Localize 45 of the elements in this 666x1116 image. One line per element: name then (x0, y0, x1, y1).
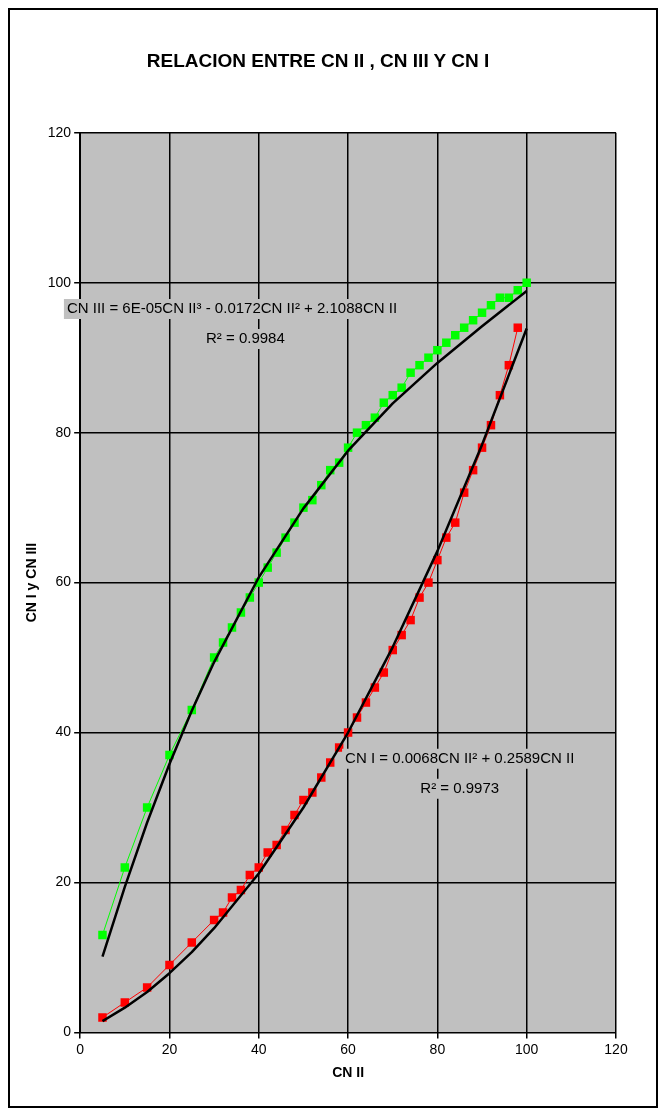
point (415, 360, 424, 370)
x-tick-label: 20 (161, 1040, 178, 1057)
x-tick-label: 100 (515, 1040, 539, 1057)
y-tick-label: 80 (55, 423, 72, 440)
point (433, 345, 442, 355)
point (227, 893, 237, 902)
y-tick-label: 120 (47, 123, 72, 140)
point (352, 428, 362, 437)
y-tick-label: 100 (47, 273, 72, 290)
point (442, 338, 451, 347)
point (424, 578, 433, 587)
point (187, 938, 197, 947)
annotation: CN I = 0.0068CN II² + 0.2589CN II (345, 748, 575, 766)
annotation: R² = 0.9973 (420, 778, 500, 796)
x-tick-label: 120 (604, 1040, 628, 1057)
x-tick-label: 0 (76, 1040, 85, 1057)
point (513, 323, 523, 332)
point (379, 398, 389, 407)
point (406, 368, 415, 377)
point (120, 863, 130, 872)
annotation: CN III = 6E-05CN II³ - 0.0172CN II² + 2.1088CN II (66, 299, 398, 317)
point (98, 930, 107, 940)
point (522, 278, 531, 287)
x-axis-title: CN II (332, 1064, 365, 1081)
x-tick-label: 60 (340, 1040, 357, 1057)
point (406, 615, 415, 625)
point (424, 353, 433, 362)
point (477, 308, 487, 317)
y-axis-title: CN I y CN III (23, 542, 40, 623)
x-tick-label: 80 (429, 1040, 446, 1057)
chart-title: RELACION ENTRE CN II , CN III Y CN I (146, 49, 490, 71)
y-tick-label: 20 (55, 873, 72, 890)
point (165, 960, 174, 970)
point (388, 390, 397, 400)
y-tick-label: 60 (55, 573, 72, 590)
point (397, 383, 406, 392)
point (459, 323, 469, 332)
point (142, 803, 152, 812)
y-tick-label: 40 (55, 723, 72, 740)
y-tick-label: 0 (63, 1023, 72, 1040)
x-tick-label: 40 (250, 1040, 267, 1057)
point (451, 518, 460, 527)
point (504, 293, 514, 302)
annotation: R² = 0.9984 (205, 329, 285, 347)
point (495, 293, 505, 302)
